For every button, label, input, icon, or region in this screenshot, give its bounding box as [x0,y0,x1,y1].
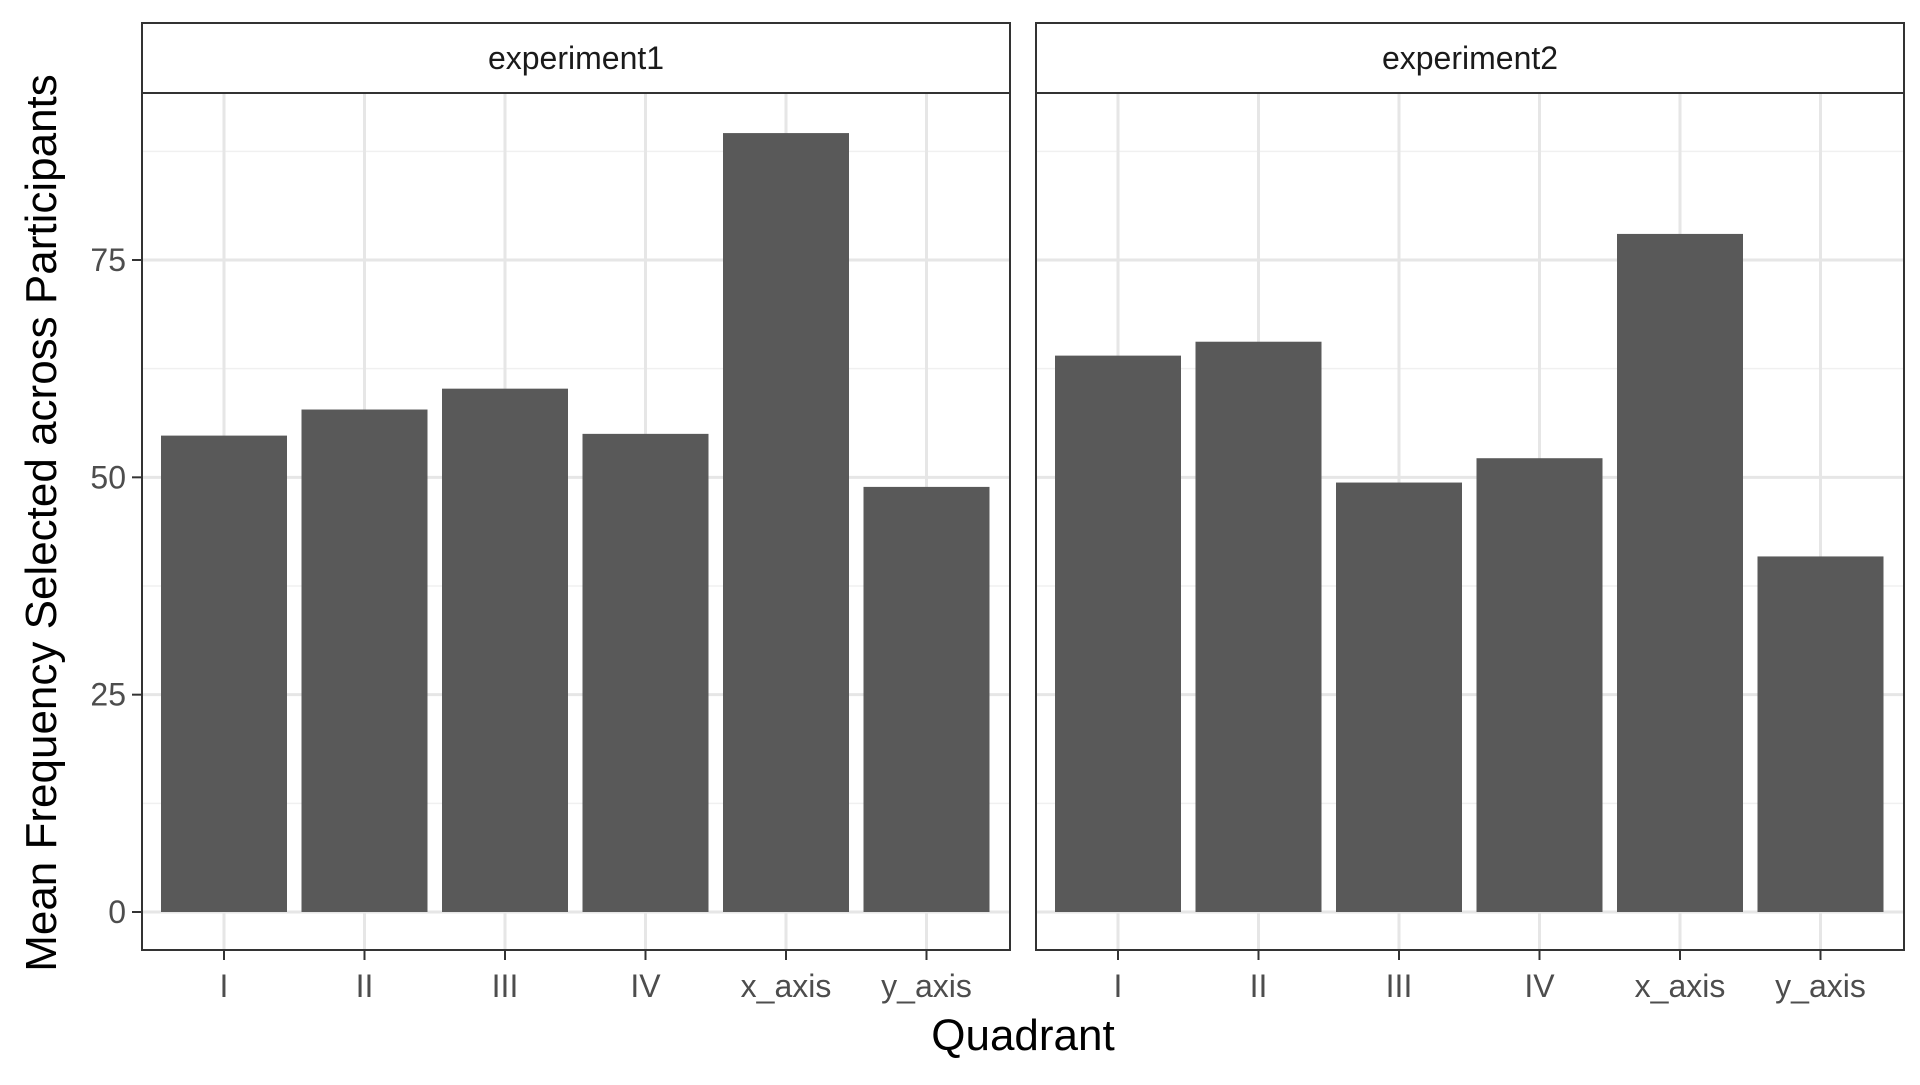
x-tick-label: I [1114,968,1123,1004]
facet-strip [141,22,1011,94]
facet-strip-label: experiment1 [488,40,664,76]
bar-experiment2-IV [1476,458,1603,912]
x-tick-label: I [220,968,229,1004]
y-tick-label: 25 [90,677,126,713]
x-tick-label: IV [1524,968,1555,1004]
x-axis-title: Quadrant [931,1011,1114,1060]
y-axis-labels: 0 25 50 75 [90,242,142,930]
bar-experiment2-II [1195,341,1322,912]
x-tick-label: y_axis [1775,968,1866,1004]
bar-experiment2-y_axis [1757,556,1884,912]
bar-experiment1-I [161,435,287,912]
x-tick-label: II [1250,968,1268,1004]
bar-experiment1-x_axis [723,133,849,912]
bar-experiment2-x_axis [1617,233,1743,913]
x-tick-label: II [356,968,374,1004]
bar-experiment1-III [442,388,568,912]
y-tick-label: 0 [108,894,126,930]
bar-experiment1-II [301,409,428,912]
x-tick-label: IV [630,968,661,1004]
bar-experiment2-I [1055,355,1181,912]
facet-strip [1035,22,1905,94]
x-tick-label: y_axis [881,968,972,1004]
x-tick-label: x_axis [1635,968,1726,1004]
y-tick-label: 50 [90,459,126,495]
x-tick-label: III [1386,968,1413,1004]
bar-experiment1-y_axis [863,486,990,912]
y-axis-title: Mean Frequency Selected across Participa… [17,74,66,972]
x-tick-label: III [492,968,519,1004]
panel-border [1035,92,1905,951]
bar-experiment2-III [1336,482,1462,912]
x-tick-label: x_axis [741,968,832,1004]
bar-experiment1-IV [582,433,709,912]
panel-border [141,92,1011,951]
facet-strip-label: experiment2 [1382,40,1558,76]
y-tick-label: 75 [90,242,126,278]
